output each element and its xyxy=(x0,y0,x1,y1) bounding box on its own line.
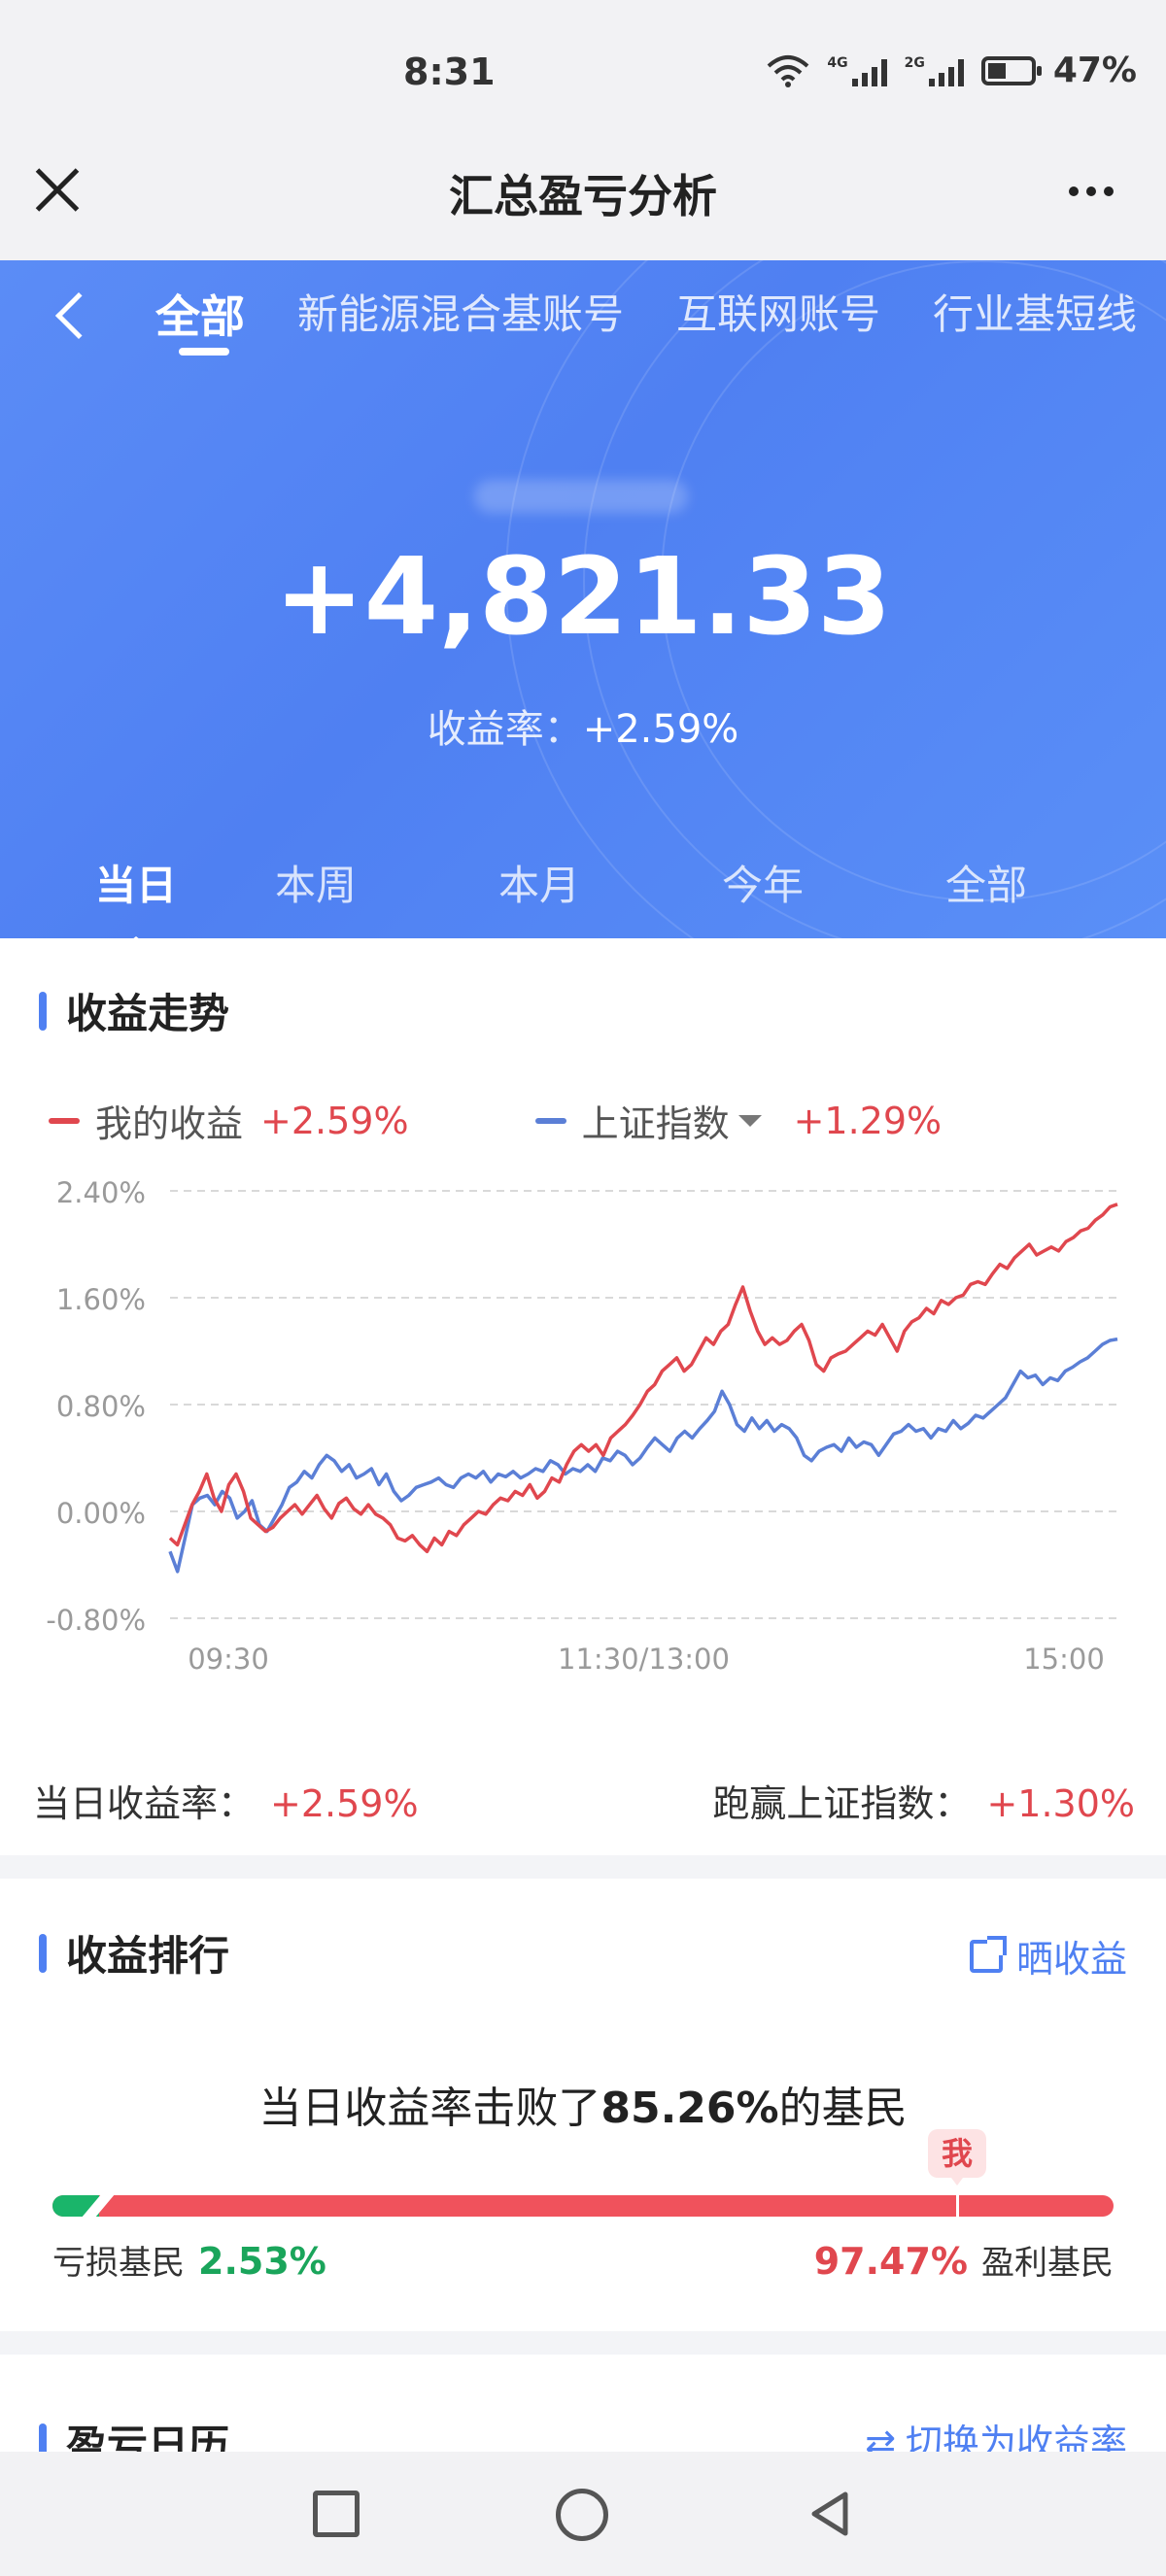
y-tick-label: 1.60% xyxy=(56,1283,146,1316)
trend-chart: 2.40% 1.60% 0.80% 0.00% -0.80% 09:30 11:30/13:… xyxy=(46,1176,1118,1676)
profit-rate-value: +2.59% xyxy=(582,707,739,752)
period-tab-day[interactable]: 当日 xyxy=(68,853,204,938)
battery-percent: 47% xyxy=(1052,51,1137,90)
y-tick-label: -0.80% xyxy=(46,1604,146,1637)
account-tab-all[interactable]: 全部 xyxy=(155,282,245,356)
beat-index-value: +1.30% xyxy=(986,1782,1135,1825)
signal-4g-icon: 4G xyxy=(827,55,887,86)
wifi-icon xyxy=(768,54,809,87)
daily-rate-summary: 当日收益率： +2.59% xyxy=(33,1774,419,1827)
beat-suffix: 的基民 xyxy=(778,2084,908,2133)
summary-header: 全部 新能源混合基账号 互联网账号 行业基短线 +4,821.33 收益率：+2… xyxy=(0,260,1166,938)
trend-title: 收益走势 xyxy=(39,981,229,1040)
daily-rate-label: 当日收益率： xyxy=(33,1782,256,1825)
profit-rate-label: 收益率： xyxy=(427,707,583,752)
switch-to-rate-button[interactable]: ⇄ 切换为收益率 xyxy=(865,2413,1127,2452)
back-arrow-icon[interactable] xyxy=(54,291,103,340)
recent-apps-icon[interactable] xyxy=(313,2491,360,2537)
status-time: 8:31 xyxy=(403,51,496,93)
legend-index-label[interactable]: 上证指数 xyxy=(581,1102,730,1145)
series-line-index xyxy=(168,1337,1118,1574)
x-tick-label: 09:30 xyxy=(188,1643,269,1676)
switch-icon: ⇄ xyxy=(865,2422,896,2452)
calendar-title: 盈亏日历 xyxy=(39,2413,229,2452)
decorative-arc xyxy=(583,260,1166,938)
period-tab-year[interactable]: 今年 xyxy=(721,862,804,909)
profit-rate: 收益率：+2.59% xyxy=(0,697,1166,754)
loss-stats: 亏损基民 2.53% xyxy=(52,2236,340,2284)
legend-mine-value: +2.59% xyxy=(260,1099,409,1142)
share-icon xyxy=(969,1935,1007,1973)
share-profit-button[interactable]: 晒收益 xyxy=(969,1929,1127,1983)
ranking-bar xyxy=(52,2195,1114,2217)
my-position-line xyxy=(956,2195,960,2217)
chart-legend: 我的收益 +2.59% 上证指数 +1.29% xyxy=(49,1094,942,1147)
legend-index-value: +1.29% xyxy=(793,1099,943,1142)
more-options-icon[interactable] xyxy=(1069,186,1114,196)
profit-stats: 97.47% 盈利基民 xyxy=(801,2236,1114,2284)
period-tab-all[interactable]: 全部 xyxy=(944,862,1027,909)
share-profit-label: 晒收益 xyxy=(1015,1938,1127,1981)
y-tick-label: 0.00% xyxy=(56,1497,146,1530)
account-tab-internet[interactable]: 互联网账号 xyxy=(676,290,881,338)
beat-statement: 当日收益率击败了85.26%的基民 xyxy=(0,2073,1166,2135)
status-icons: 4G 2G 47% xyxy=(767,51,1137,90)
period-tab-month[interactable]: 本月 xyxy=(497,862,580,909)
x-tick-label: 11:30/13:00 xyxy=(558,1643,730,1676)
account-tab-new-energy[interactable]: 新能源混合基账号 xyxy=(297,290,625,338)
trend-card: 收益走势 我的收益 +2.59% 上证指数 +1.29% 2.40% 1.60% 0… xyxy=(0,938,1166,1855)
profit-value: 97.47% xyxy=(813,2240,968,2283)
y-tick-label: 0.80% xyxy=(56,1390,146,1423)
nav-bar: 汇总盈亏分析 xyxy=(0,117,1166,260)
account-tab-industry[interactable]: 行业基短线 xyxy=(933,290,1138,338)
signal-2g-icon: 2G xyxy=(905,55,964,86)
system-nav-bar xyxy=(0,2452,1166,2576)
blurred-account-name xyxy=(474,480,688,513)
legend-index-swatch xyxy=(534,1117,566,1124)
home-icon[interactable] xyxy=(556,2489,608,2541)
page-title: 汇总盈亏分析 xyxy=(449,170,717,222)
total-profit-amount: +4,821.33 xyxy=(274,534,892,659)
ranking-title: 收益排行 xyxy=(39,1923,229,1983)
period-tab-week[interactable]: 本周 xyxy=(274,862,357,909)
y-tick-label: 2.40% xyxy=(56,1176,146,1209)
beat-index-label: 跑赢上证指数： xyxy=(712,1782,972,1825)
x-tick-label: 15:00 xyxy=(1023,1643,1105,1676)
decorative-arc xyxy=(505,260,1166,938)
period-tabs: 当日 本周 本月 今年 全部 xyxy=(0,853,1166,938)
beat-percent: 85.26% xyxy=(600,2084,779,2133)
battery-icon xyxy=(980,55,1042,85)
daily-rate-value: +2.59% xyxy=(270,1782,419,1825)
calendar-card: 盈亏日历 ⇄ 切换为收益率 xyxy=(0,2355,1166,2452)
switch-to-rate-label: 切换为收益率 xyxy=(905,2422,1127,2452)
my-position-marker: 我 xyxy=(928,2129,987,2186)
dropdown-caret-icon[interactable] xyxy=(736,1111,765,1131)
loss-value: 2.53% xyxy=(198,2240,326,2283)
loss-label: 亏损基民 xyxy=(52,2244,185,2283)
beat-index-summary: 跑赢上证指数： +1.30% xyxy=(712,1774,1135,1827)
profit-label: 盈利基民 xyxy=(981,2244,1114,2283)
system-back-icon[interactable] xyxy=(805,2489,855,2539)
ranking-card: 收益排行 晒收益 当日收益率击败了85.26%的基民 我 亏损基民 2.53% 9… xyxy=(0,1879,1166,2331)
legend-mine-swatch xyxy=(49,1117,80,1124)
account-tabs: 全部 新能源混合基账号 互联网账号 行业基短线 xyxy=(155,282,1138,356)
beat-prefix: 当日收益率击败了 xyxy=(258,2084,601,2133)
series-line-mine xyxy=(168,1203,1118,1554)
legend-mine-label: 我的收益 xyxy=(95,1102,244,1145)
